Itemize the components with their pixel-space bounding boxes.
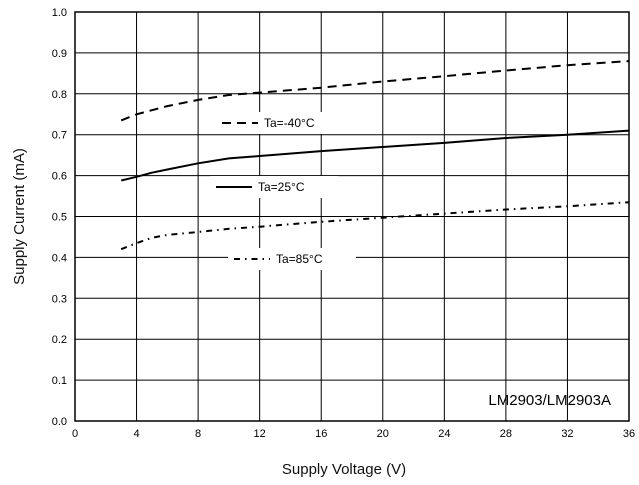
legend-background (216, 112, 344, 134)
series-line-3 (120, 201, 630, 251)
y-tick-label: 0.9 (52, 48, 67, 60)
y-tick-label: 0.0 (52, 416, 67, 428)
legend-label: Ta=-40°C (264, 116, 315, 130)
legend: Ta=-40°C Ta=25°C Ta=85°C (210, 112, 356, 270)
y-axis-title: Supply Current (mA) (11, 148, 28, 285)
x-tick-label: 28 (500, 428, 512, 440)
x-tick-label: 32 (561, 428, 573, 440)
y-tick-label: 0.1 (52, 375, 67, 387)
legend-background (228, 248, 356, 270)
x-tick-label: 8 (195, 428, 201, 440)
legend-background (210, 176, 338, 198)
y-tick-label: 0.2 (52, 334, 67, 346)
series-line-1 (120, 60, 630, 122)
model-annotation: LM2903/LM2903A (488, 392, 611, 409)
plot-frame (74, 11, 630, 422)
x-axis-title: Supply Voltage (V) (282, 461, 406, 478)
y-tick-label: 0.3 (52, 293, 67, 305)
x-tick-label: 12 (254, 428, 266, 440)
series-lines (120, 60, 630, 251)
y-tick-label: 1.0 (52, 7, 67, 19)
y-tick-label: 0.4 (52, 252, 67, 264)
x-tick-label: 36 (623, 428, 635, 440)
y-tick-label: 0.8 (52, 89, 67, 101)
tick-labels: 0 4 8 12 16 20 24 28 32 36 0.0 0.1 0.2 0.3 0.4 0.5 0.6 0.… (52, 7, 635, 440)
x-tick-label: 0 (72, 428, 78, 440)
y-tick-label: 0.7 (52, 130, 67, 142)
legend-label: Ta=85°C (276, 252, 323, 266)
x-tick-label: 16 (315, 428, 327, 440)
y-tick-label: 0.5 (52, 212, 67, 224)
legend-label: Ta=25°C (258, 180, 305, 194)
x-tick-label: 24 (438, 428, 450, 440)
y-tick-label: 0.6 (52, 171, 67, 183)
x-tick-label: 4 (133, 428, 139, 440)
x-tick-label: 20 (377, 428, 389, 440)
grid (75, 12, 629, 421)
series-line-2 (120, 129, 630, 182)
